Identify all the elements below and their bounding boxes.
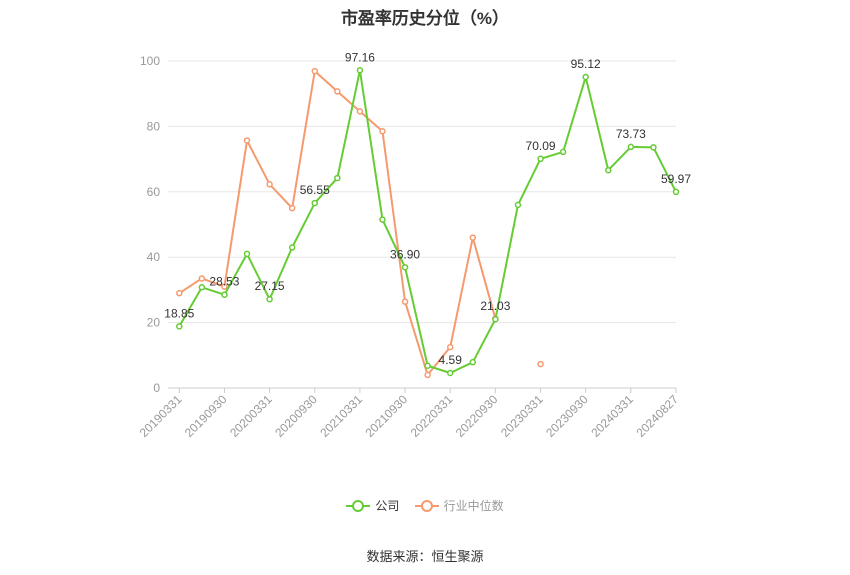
legend-industry-median-label: 行业中位数 — [443, 499, 504, 513]
industry-median-point — [266, 181, 273, 188]
company-point — [559, 148, 567, 156]
y-tick-label: 80 — [147, 119, 161, 133]
industry-median-point — [424, 371, 431, 379]
company-point — [243, 250, 251, 258]
y-tick-label: 60 — [147, 185, 161, 199]
company-data-label: 70.09 — [526, 139, 556, 153]
x-tick-label: 20240331 — [588, 392, 636, 440]
industry-median-point — [379, 128, 386, 135]
legend-item-company[interactable]: 公司 — [346, 497, 399, 514]
x-tick-label: 20230930 — [543, 392, 591, 440]
y-tick-label: 100 — [140, 54, 160, 68]
company-point — [605, 166, 612, 174]
x-tick-label: 20240827 — [633, 392, 681, 440]
company-point — [627, 143, 635, 151]
x-tick-label: 20190930 — [182, 392, 230, 440]
industry-median-point — [469, 234, 477, 241]
company-point — [446, 369, 454, 377]
y-tick-label: 40 — [147, 250, 161, 264]
company-data-label: 28.53 — [209, 275, 239, 289]
industry-median-point — [243, 137, 251, 144]
legend-company-label: 公司 — [375, 499, 400, 513]
grid-layer — [168, 60, 676, 324]
industry-median-point — [334, 88, 341, 95]
x-tick-label: 20210331 — [317, 392, 365, 440]
company-data-label: 95.12 — [571, 57, 601, 71]
company-point — [311, 199, 319, 207]
company-data-label: 73.73 — [616, 127, 646, 141]
industry-median-point — [401, 298, 409, 305]
industry-median-point — [288, 204, 296, 212]
industry-median-point — [176, 289, 183, 297]
company-point — [334, 174, 341, 182]
chart-title: 市盈率历史分位（%） — [340, 9, 510, 28]
x-tick-label: 20210930 — [363, 392, 411, 440]
industry-median-point — [311, 67, 319, 75]
data-label-layer: 18.85 28.53 27.15 56.55 97.16 36.90 4.59 21.03 7… — [164, 50, 691, 367]
company-point — [514, 201, 522, 209]
industry-median-point — [221, 283, 228, 290]
company-point — [288, 244, 296, 251]
x-tick-label: 20190331 — [137, 392, 185, 440]
company-point — [537, 155, 544, 163]
company-data-label: 18.85 — [164, 306, 194, 320]
company-data-label: 4.59 — [439, 353, 463, 367]
x-tick-label: 20220331 — [408, 392, 456, 440]
company-series-line — [178, 69, 677, 374]
company-point — [672, 188, 680, 196]
legend: 公司 行业中位数 — [0, 497, 850, 515]
company-data-label: 27.15 — [255, 279, 285, 293]
y-tick-label: 20 — [147, 316, 161, 330]
legend-company-swatch-icon — [346, 499, 371, 512]
x-tick-label: 20200331 — [227, 392, 275, 440]
company-point — [492, 315, 499, 323]
company-point — [176, 323, 183, 330]
legend-industry-swatch-icon — [414, 499, 439, 512]
industry-median-point — [198, 275, 206, 282]
company-point — [198, 284, 206, 291]
company-point — [650, 144, 657, 151]
y-tick-label: 0 — [153, 381, 160, 395]
company-point — [379, 216, 386, 223]
industry-median-point — [537, 360, 544, 368]
x-tick-label: 20220930 — [453, 392, 501, 440]
company-point — [266, 295, 273, 303]
company-point — [356, 67, 364, 74]
industry-median-point — [446, 343, 454, 351]
company-point — [469, 358, 477, 366]
data-source-note: 数据来源：恒生聚源 — [366, 549, 484, 564]
company-data-label: 21.03 — [480, 299, 510, 313]
company-data-label: 56.55 — [300, 183, 330, 197]
company-point — [221, 291, 228, 298]
company-point — [582, 73, 589, 81]
company-data-label: 36.90 — [390, 247, 420, 261]
company-point — [424, 362, 431, 370]
company-data-label: 97.16 — [345, 50, 375, 64]
industry-median-point — [356, 108, 364, 115]
company-point — [401, 264, 409, 271]
industry-median-series-line — [179, 71, 540, 375]
company-data-label: 59.97 — [661, 172, 691, 186]
series-layer — [176, 67, 680, 379]
legend-item-industry-median[interactable]: 行业中位数 — [414, 497, 504, 514]
x-tick-label: 20200930 — [272, 392, 320, 440]
x-tick-label: 20230331 — [498, 392, 546, 440]
